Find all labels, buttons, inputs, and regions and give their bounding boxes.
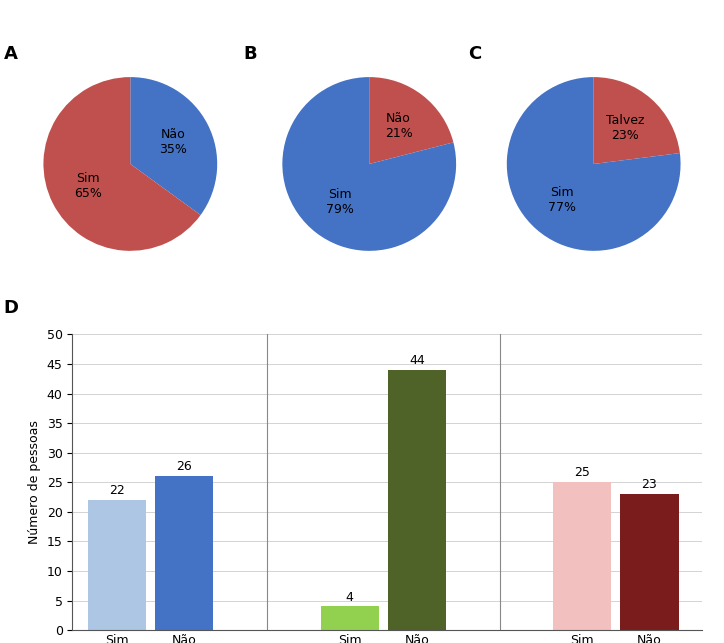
Wedge shape — [130, 77, 217, 215]
Text: 22: 22 — [109, 484, 125, 497]
Bar — [553, 482, 612, 630]
Text: B: B — [243, 44, 257, 62]
Text: Talvez
23%: Talvez 23% — [606, 114, 644, 142]
Text: C: C — [468, 44, 481, 62]
Bar — [321, 606, 379, 630]
Text: 4: 4 — [346, 590, 354, 604]
Wedge shape — [507, 77, 681, 251]
Text: Não
35%: Não 35% — [159, 128, 187, 156]
Text: 23: 23 — [641, 478, 657, 491]
Wedge shape — [594, 77, 680, 164]
Wedge shape — [369, 77, 453, 164]
Text: 25: 25 — [574, 466, 590, 479]
Bar — [88, 500, 146, 630]
Wedge shape — [43, 77, 201, 251]
Text: Não
21%: Não 21% — [384, 113, 413, 140]
Text: Sim
77%: Sim 77% — [548, 186, 576, 214]
Bar — [620, 494, 678, 630]
Wedge shape — [282, 77, 456, 251]
Text: 26: 26 — [177, 460, 192, 473]
Text: D: D — [3, 298, 18, 316]
Bar — [388, 370, 446, 630]
Text: Sim
79%: Sim 79% — [326, 188, 354, 215]
Y-axis label: Número de pessoas: Número de pessoas — [28, 421, 41, 544]
Text: Sim
65%: Sim 65% — [74, 172, 101, 200]
Text: 44: 44 — [409, 354, 425, 367]
Bar — [155, 476, 214, 630]
Text: A: A — [4, 44, 18, 62]
